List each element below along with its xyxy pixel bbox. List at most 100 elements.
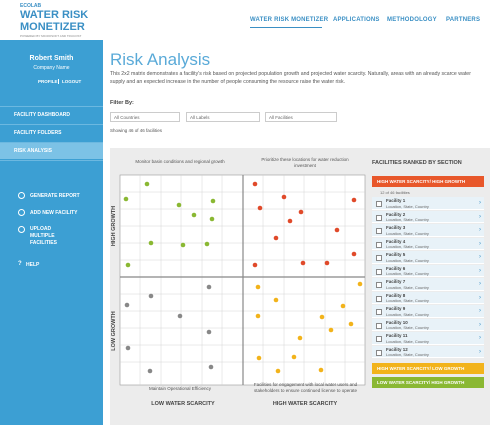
header: ECOLAB WATER RISK MONETIZER POWERED BY M… xyxy=(0,0,500,40)
facility-name: Facility 3 xyxy=(386,225,406,230)
section-dropdown[interactable]: HIGH WATER SCARCITY/ HIGH GROWTH xyxy=(372,176,484,187)
checkbox[interactable] xyxy=(376,228,382,234)
facility-name: Facility 12 xyxy=(386,346,408,352)
facility-name: Facility 11 xyxy=(386,333,408,338)
facility-location: Location, State, Country xyxy=(386,217,429,222)
filter-dropdown[interactable]: All Labels xyxy=(186,112,260,122)
help-link[interactable]: HELP xyxy=(26,262,40,268)
facility-item[interactable]: Facility 5 Location, State, Country › xyxy=(372,251,484,264)
facility-item[interactable]: Facility 4 Location, State, Country › xyxy=(372,237,484,250)
arrow-icon: › xyxy=(479,348,481,355)
facility-item[interactable]: Facility 6 Location, State, Country › xyxy=(372,264,484,277)
facility-location: Location, State, Country xyxy=(386,311,429,317)
menu-label: FACILITY FOLDERS xyxy=(14,130,62,136)
nav-link[interactable]: METHODOLOGY xyxy=(387,17,437,23)
checkbox[interactable] xyxy=(376,201,382,207)
showing-count: Showing 46 of 46 facilities xyxy=(110,128,163,133)
checkbox[interactable] xyxy=(376,214,382,221)
quadrant-caption: Monitor basin conditions and regional gr… xyxy=(135,159,225,164)
facility-item[interactable]: Facility 7 Location, State, Country › xyxy=(372,278,484,291)
facility-location: Location, State, Country xyxy=(386,325,429,330)
facility-location: Location, State, Country xyxy=(386,271,429,276)
facility-location: Location, State, Country xyxy=(386,257,429,263)
action-link[interactable]: ADD NEW FACILITY xyxy=(30,210,78,216)
sidebar: Robert Smith Company Name PROFILE LOGOUT… xyxy=(0,40,103,425)
facility-name: Facility 1 xyxy=(386,198,406,203)
menu-label: RISK ANALYSIS xyxy=(14,148,52,154)
facility-name: Facility 7 xyxy=(386,279,406,284)
section-bar[interactable]: LOW WATER SCARCITY/ HIGH GROWTH xyxy=(372,377,484,388)
icon xyxy=(18,192,25,199)
user-name: Robert Smith xyxy=(29,55,74,62)
checkbox[interactable] xyxy=(376,268,382,275)
facility-name: Facility 8 xyxy=(386,292,406,298)
dots-gray xyxy=(124,284,214,374)
nav-link[interactable]: PARTNERS xyxy=(446,17,481,23)
filter-dropdown[interactable]: All Countries xyxy=(110,112,180,122)
section-bar[interactable]: HIGH WATER SCARCITY/ LOW GROWTH xyxy=(372,363,484,374)
quadrant-caption: Maintain Operational Efficiency xyxy=(149,386,211,391)
section-label: HIGH WATER SCARCITY/ HIGH GROWTH xyxy=(377,179,466,184)
facility-location: Location, State, Country xyxy=(386,230,429,236)
facility-item[interactable]: Facility 9 Location, State, Country › xyxy=(372,305,484,318)
arrow-icon: › xyxy=(479,281,481,287)
icon xyxy=(18,209,25,216)
checkbox[interactable] xyxy=(376,336,382,342)
ranking-title: FACILITIES RANKED BY SECTION xyxy=(372,160,462,166)
menu-label: FACILITY DASHBOARD xyxy=(14,112,71,118)
facility-name: Facility 2 xyxy=(386,211,406,217)
dots-yellow xyxy=(255,281,363,374)
y-label: LOW GROWTH xyxy=(111,311,117,350)
menu-item[interactable]: FACILITY DASHBOARD xyxy=(0,106,103,123)
company-name: Company Name xyxy=(33,65,70,71)
arrow-icon: › xyxy=(479,254,481,260)
nav-link[interactable]: WATER RISK MONETIZER xyxy=(250,17,329,23)
dots-red xyxy=(252,181,357,268)
facility-item[interactable]: Facility 10 Location, State, Country › xyxy=(372,318,484,331)
checkbox[interactable] xyxy=(376,295,382,302)
checkbox[interactable] xyxy=(376,282,382,288)
checkbox[interactable] xyxy=(376,255,382,261)
facility-location: Location, State, Country xyxy=(386,298,429,303)
nav-link[interactable]: APPLICATIONS xyxy=(333,17,380,23)
checkbox[interactable] xyxy=(376,349,382,356)
facility-name: Facility 6 xyxy=(386,265,406,271)
action-link[interactable]: UPLOAD MULTIPLE FACILITIES xyxy=(30,226,57,246)
menu-item[interactable]: FACILITY FOLDERS xyxy=(0,124,103,141)
arrow-icon: › xyxy=(479,335,481,341)
action-link[interactable]: GENERATE REPORT xyxy=(30,193,80,199)
facility-item[interactable]: Facility 12 Location, State, Country › xyxy=(372,345,484,358)
facility-item[interactable]: Facility 8 Location, State, Country › xyxy=(372,291,484,304)
checkbox[interactable] xyxy=(376,322,382,329)
checkbox[interactable] xyxy=(376,309,382,315)
description: This 2x2 matrix demonstrates a facility'… xyxy=(110,71,471,85)
facility-item[interactable]: Facility 2 Location, State, Country › xyxy=(372,210,484,223)
nav-underline xyxy=(250,27,322,28)
x-label: HIGH WATER SCARCITY xyxy=(273,401,338,407)
filter-dropdown[interactable]: All Facilities xyxy=(265,112,337,122)
dots-green xyxy=(123,181,216,268)
facility-location: Location, State, Country xyxy=(386,244,429,249)
logo-brand: ECOLAB xyxy=(20,3,42,9)
facility-location: Location, State, Country xyxy=(386,203,429,209)
checkbox[interactable] xyxy=(376,241,382,248)
y-label: HIGH GROWTH xyxy=(111,206,117,246)
quadrant-caption: Prioritize these locations for water red… xyxy=(261,157,349,168)
menu-item-active[interactable]: RISK ANALYSIS xyxy=(0,142,103,159)
logo-tagline: POWERED BY MICROSOFT AND TRUCOST xyxy=(20,34,82,38)
facility-item[interactable]: Facility 1 Location, State, Country › xyxy=(372,197,484,210)
section-label: LOW WATER SCARCITY/ HIGH GROWTH xyxy=(377,380,465,385)
logo-line: WATER RISK xyxy=(20,9,89,21)
icon xyxy=(18,226,25,233)
page-title: Risk Analysis xyxy=(110,50,211,69)
facility-name: Facility 10 xyxy=(386,319,408,325)
logo-line: MONETIZER xyxy=(20,21,85,33)
help-icon: ? xyxy=(18,261,22,267)
logout-link[interactable]: LOGOUT xyxy=(62,79,82,84)
facility-item[interactable]: Facility 3 Location, State, Country › xyxy=(372,224,484,237)
facility-item[interactable]: Facility 11 Location, State, Country › xyxy=(372,332,484,345)
profile-link[interactable]: PROFILE xyxy=(38,79,58,84)
facility-count: 12 of 46 facilities xyxy=(380,190,410,195)
arrow-icon: › xyxy=(479,227,481,233)
